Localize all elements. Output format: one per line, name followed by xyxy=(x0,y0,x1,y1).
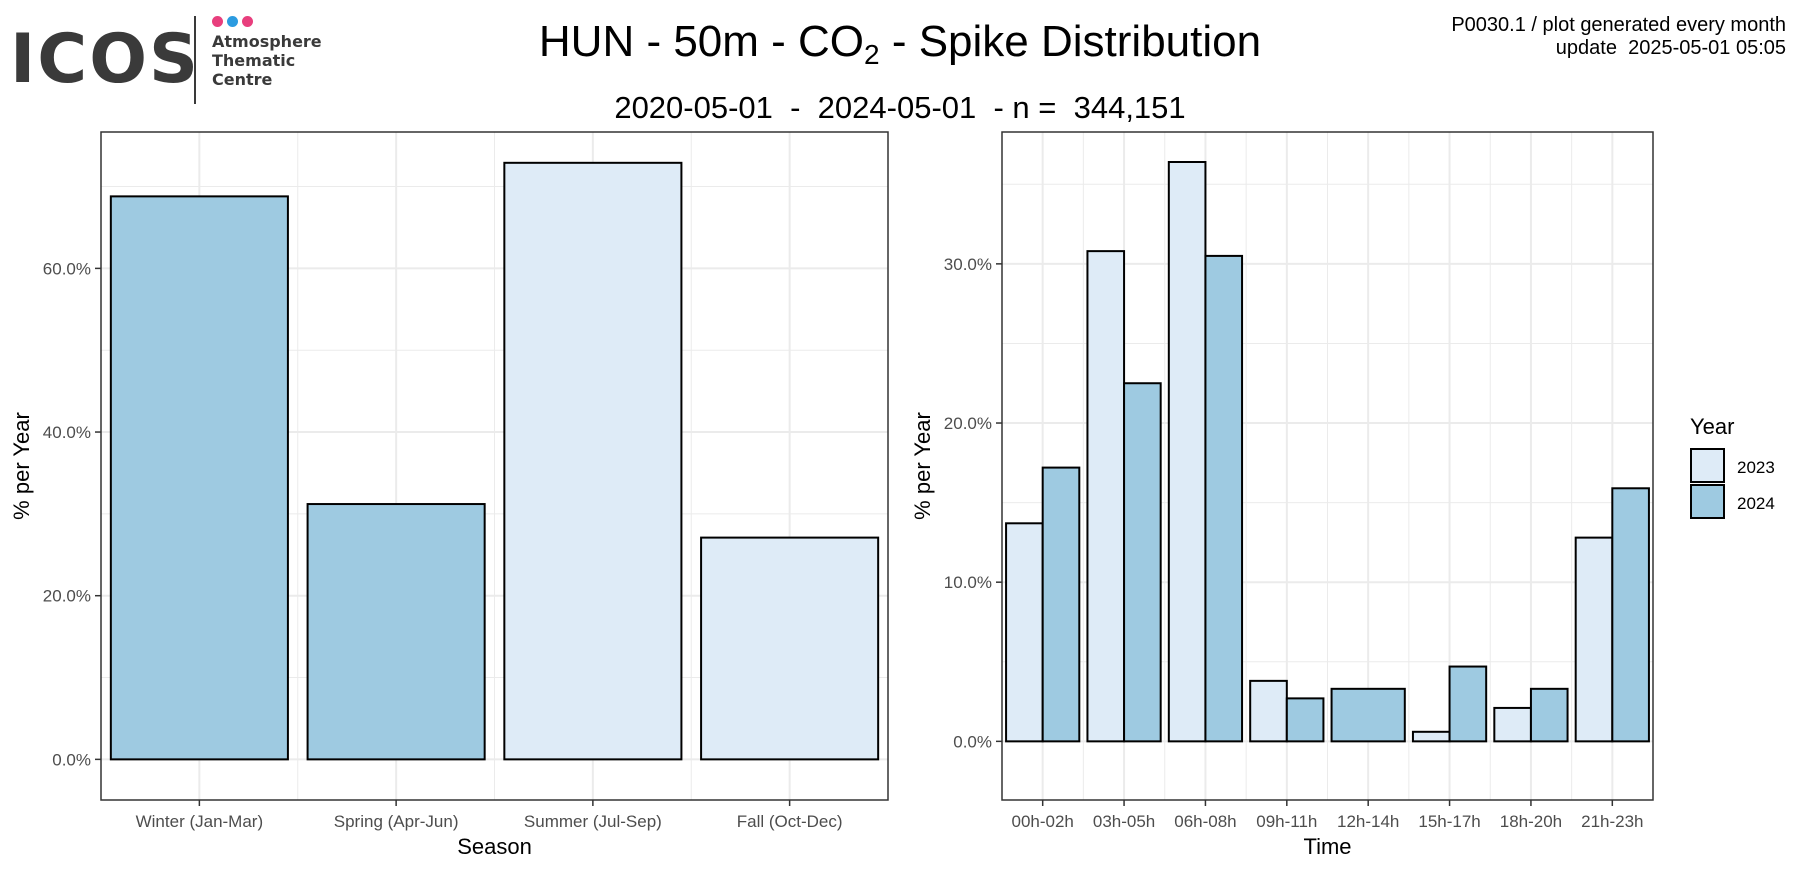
bar-21h-23h-2023 xyxy=(1574,536,1614,743)
panel-season: 0.0% 20.0% 40.0% 60.0% Winter (Jan-Mar) Sprin… xyxy=(9,131,889,859)
meta-line-1: P0030.1 / plot generated every month xyxy=(1451,14,1786,36)
bar-15h-17h-2024 xyxy=(1448,665,1488,743)
bar-09h-11h-2023 xyxy=(1249,679,1288,743)
bar-winter xyxy=(109,195,289,761)
x-tick-label: 18h-20h xyxy=(1500,812,1562,831)
x-tick-label: 09h-11h xyxy=(1256,812,1317,831)
chart-title: HUN - 50m - CO2 - Spike Distribution xyxy=(0,17,1800,69)
x-tick-label: Winter (Jan-Mar) xyxy=(136,812,264,831)
title-subscript: 2 xyxy=(864,39,880,70)
bar-21h-23h-2024 xyxy=(1611,487,1650,743)
bar-00h-02h-2023 xyxy=(1005,522,1044,743)
bar-15h-17h-2023 xyxy=(1411,730,1451,743)
logo-dot-1 xyxy=(212,16,223,27)
x-tick-label: 21h-23h xyxy=(1581,812,1643,831)
x-axis-title: Time xyxy=(1303,834,1351,859)
legend-title: Year xyxy=(1690,414,1734,439)
y-axis-title: % per Year xyxy=(9,412,34,520)
bar-spring xyxy=(306,503,486,761)
x-tick-label: Fall (Oct-Dec) xyxy=(737,812,843,831)
bar-18h-20h-2024 xyxy=(1529,687,1569,743)
logo-line-1: Atmosphere xyxy=(212,32,322,51)
y-tick-label: 0.0% xyxy=(953,732,992,751)
legend-label-2024: 2024 xyxy=(1737,494,1775,513)
logo-line-3: Centre xyxy=(212,70,273,89)
bar-09h-11h-2024 xyxy=(1285,697,1325,743)
panel-border xyxy=(1001,131,1654,801)
bar-03h-05h-2024 xyxy=(1123,382,1162,743)
bar-06h-08h-2023 xyxy=(1167,161,1207,743)
bar-00h-02h-2024 xyxy=(1041,466,1081,743)
bar-summer xyxy=(503,161,683,761)
bar-fall xyxy=(700,536,880,761)
x-tick-label: 06h-08h xyxy=(1174,812,1236,831)
y-tick-label: 0.0% xyxy=(52,750,91,769)
title-tail: - Spike Distribution xyxy=(879,17,1262,66)
x-tick-label: 03h-05h xyxy=(1093,812,1155,831)
chart-subtitle: 2020-05-01 - 2024-05-01 - n = 344,151 xyxy=(614,90,1186,125)
x-tick-label: 12h-14h xyxy=(1337,812,1399,831)
y-axis-title: % per Year xyxy=(910,412,935,520)
y-tick-label: 40.0% xyxy=(43,423,91,442)
plot-meta: P0030.1 / plot generated every month upda… xyxy=(1451,14,1786,60)
logo-line-2: Thematic xyxy=(212,51,296,70)
logo-wordmark: ICOS xyxy=(10,20,200,99)
bar-18h-20h-2023 xyxy=(1493,706,1532,743)
y-tick-label: 60.0% xyxy=(43,259,91,278)
x-tick-label: Summer (Jul-Sep) xyxy=(524,812,662,831)
y-tick-label: 30.0% xyxy=(944,255,992,274)
x-axis-title: Season xyxy=(457,834,532,859)
logo-dot-2 xyxy=(227,16,238,27)
panel-border xyxy=(100,131,889,801)
y-tick-label: 10.0% xyxy=(944,573,992,592)
panel-time: 0.0% 10.0% 20.0% 30.0% 00h-02h 03h-05h 06h-08h… xyxy=(910,131,1654,859)
icos-logo: ICOS Atmosphere Thematic Centre xyxy=(10,14,330,106)
x-tick-label: 00h-02h xyxy=(1011,812,1073,831)
x-tick-label: 15h-17h xyxy=(1418,812,1480,831)
bar-06h-08h-2024 xyxy=(1204,254,1244,743)
legend-swatch-2023 xyxy=(1690,448,1725,483)
title-main: HUN - 50m - CO xyxy=(538,17,865,66)
y-tick-label: 20.0% xyxy=(43,587,91,606)
bar-03h-05h-2023 xyxy=(1086,250,1126,743)
x-tick-label: Spring (Apr-Jun) xyxy=(334,812,459,831)
y-tick-label: 20.0% xyxy=(944,414,992,433)
legend-label-2023: 2023 xyxy=(1737,458,1775,477)
legend-swatch-2024 xyxy=(1690,484,1725,519)
logo-divider xyxy=(194,16,196,104)
meta-line-2: update 2025-05-01 05:05 xyxy=(1555,37,1786,59)
bar-12h-14h-2024 xyxy=(1330,687,1406,743)
logo-dot-3 xyxy=(242,16,253,27)
